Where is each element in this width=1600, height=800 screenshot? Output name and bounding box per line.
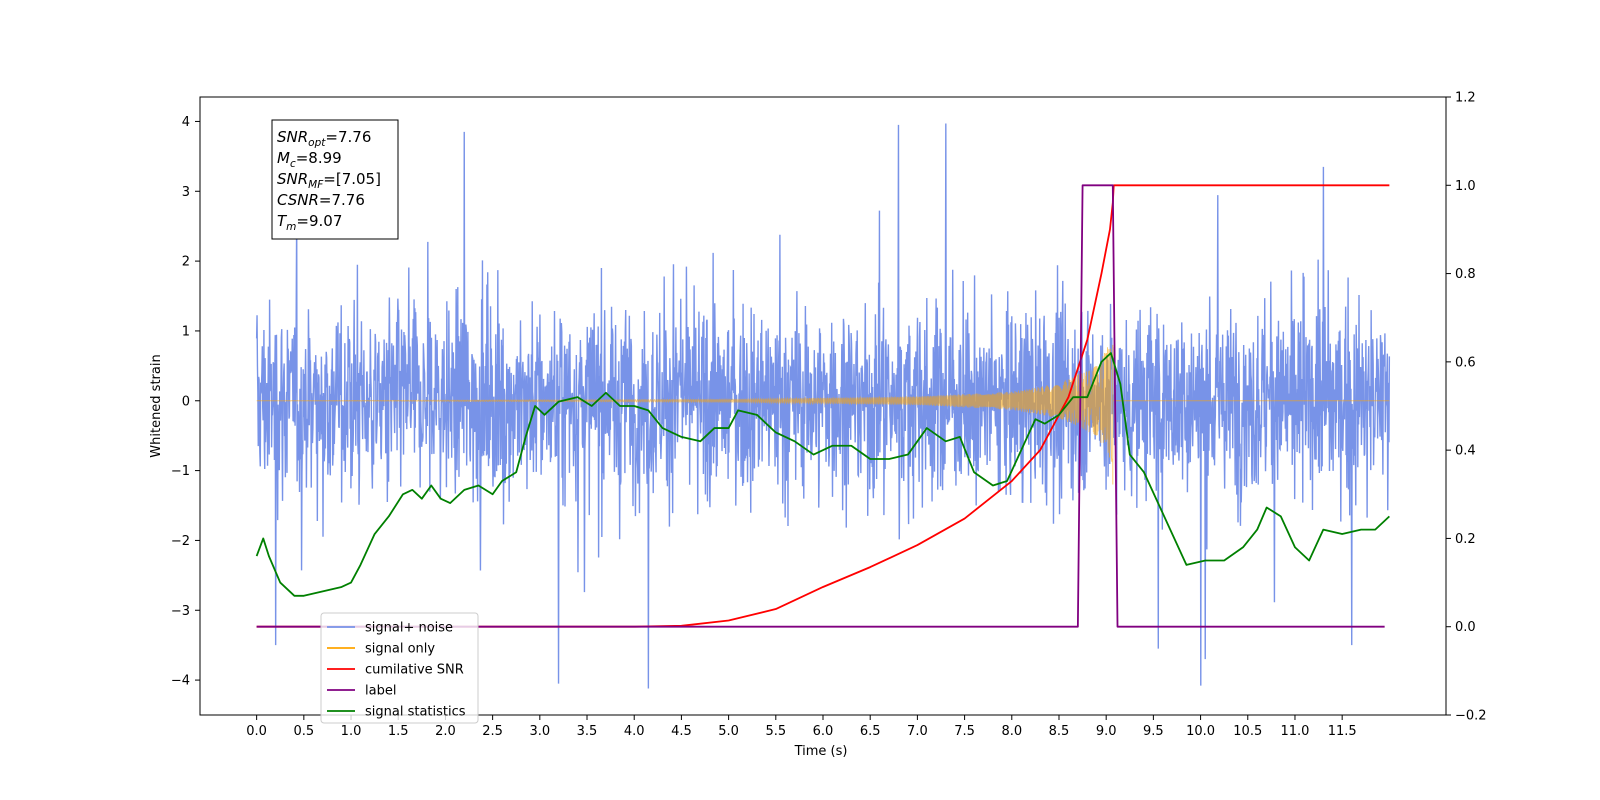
legend: signal+ noise signal only cumilative SNR la… xyxy=(320,612,479,724)
y-axis-left: −4 −3 −2 −1 0 1 2 3 4 xyxy=(171,115,200,689)
x-tick-label: 8.0 xyxy=(1001,724,1022,739)
y-left-tick-label: −2 xyxy=(171,534,190,549)
legend-item-label: signal statistics xyxy=(365,705,466,720)
x-tick-label: 10.0 xyxy=(1186,724,1215,739)
x-tick-label: 6.0 xyxy=(813,724,834,739)
x-tick-label: 6.5 xyxy=(860,724,881,739)
y-right-tick-label: 1.0 xyxy=(1455,179,1476,194)
legend-item-label: cumilative SNR xyxy=(365,663,464,678)
y-left-tick-label: 2 xyxy=(182,255,190,270)
x-tick-label: 2.5 xyxy=(482,724,503,739)
x-tick-label: 3.5 xyxy=(577,724,598,739)
x-tick-label: 7.0 xyxy=(907,724,928,739)
x-tick-label: 2.0 xyxy=(435,724,456,739)
legend-frame xyxy=(320,612,479,724)
x-tick-label: 9.5 xyxy=(1143,724,1164,739)
x-tick-label: 10.5 xyxy=(1233,724,1262,739)
plot-area xyxy=(255,123,1391,689)
y-right-tick-label: 0.6 xyxy=(1455,355,1476,370)
y-left-tick-label: 1 xyxy=(182,324,190,339)
series-cumulative-snr xyxy=(256,184,1390,628)
y-right-tick-label: 0.8 xyxy=(1455,267,1476,282)
x-tick-label: 5.0 xyxy=(718,724,739,739)
x-tick-label: 4.0 xyxy=(624,724,645,739)
x-tick-label: 1.0 xyxy=(341,724,362,739)
y-axis-label-left: Whitened strain xyxy=(149,354,164,457)
legend-item-label: label xyxy=(365,684,396,699)
annotation-frame xyxy=(271,119,399,240)
x-tick-label: 4.5 xyxy=(671,724,692,739)
annotation-line: Tm=9.07 xyxy=(277,212,342,233)
y-right-tick-label: 1.2 xyxy=(1455,91,1476,106)
x-tick-label: 0.5 xyxy=(293,724,314,739)
y-left-tick-label: −3 xyxy=(171,604,190,619)
x-tick-label: 8.5 xyxy=(1049,724,1070,739)
x-tick-label: 1.5 xyxy=(388,724,409,739)
y-left-tick-label: 3 xyxy=(182,185,190,200)
x-tick-label: 0.0 xyxy=(246,724,267,739)
y-right-tick-label: −0.2 xyxy=(1455,709,1487,724)
series-signal-noise xyxy=(255,123,1391,689)
x-tick-label: 3.0 xyxy=(529,724,550,739)
y-axis-right: −0.2 0.0 0.2 0.4 0.6 0.8 1.0 1.2 xyxy=(1446,91,1487,724)
x-tick-label: 7.5 xyxy=(954,724,975,739)
legend-item-label: signal+ noise xyxy=(365,621,453,636)
y-left-tick-label: −4 xyxy=(171,674,190,689)
y-right-tick-label: 0.0 xyxy=(1455,620,1476,635)
annotation-line: CSNR=7.76 xyxy=(277,191,365,209)
series-signal-statistics xyxy=(255,352,1390,597)
series-label xyxy=(256,184,1385,628)
x-tick-label: 11.0 xyxy=(1280,724,1309,739)
y-left-tick-label: −1 xyxy=(171,464,190,479)
x-tick-label: 11.5 xyxy=(1328,724,1357,739)
y-right-tick-label: 0.4 xyxy=(1455,444,1476,459)
x-axis-label: Time (s) xyxy=(794,744,848,759)
y-left-tick-label: 0 xyxy=(182,394,190,409)
series-signal-only xyxy=(256,344,1390,485)
x-axis: 0.0 0.5 1.0 1.5 2.0 2.5 3.0 3.5 4.0 4.5 5.0 5.5 6.0 6… xyxy=(246,715,1357,739)
y-right-tick-label: 0.2 xyxy=(1455,532,1476,547)
annotation-line: SNRopt=7.76 xyxy=(277,128,371,149)
legend-item-label: signal only xyxy=(365,642,435,657)
x-tick-label: 5.5 xyxy=(765,724,786,739)
x-tick-label: 9.0 xyxy=(1096,724,1117,739)
annotation-line: Mc=8.99 xyxy=(277,149,342,170)
y-left-tick-label: 4 xyxy=(182,115,190,130)
annotation-line: SNRMF=[7.05] xyxy=(277,170,381,191)
